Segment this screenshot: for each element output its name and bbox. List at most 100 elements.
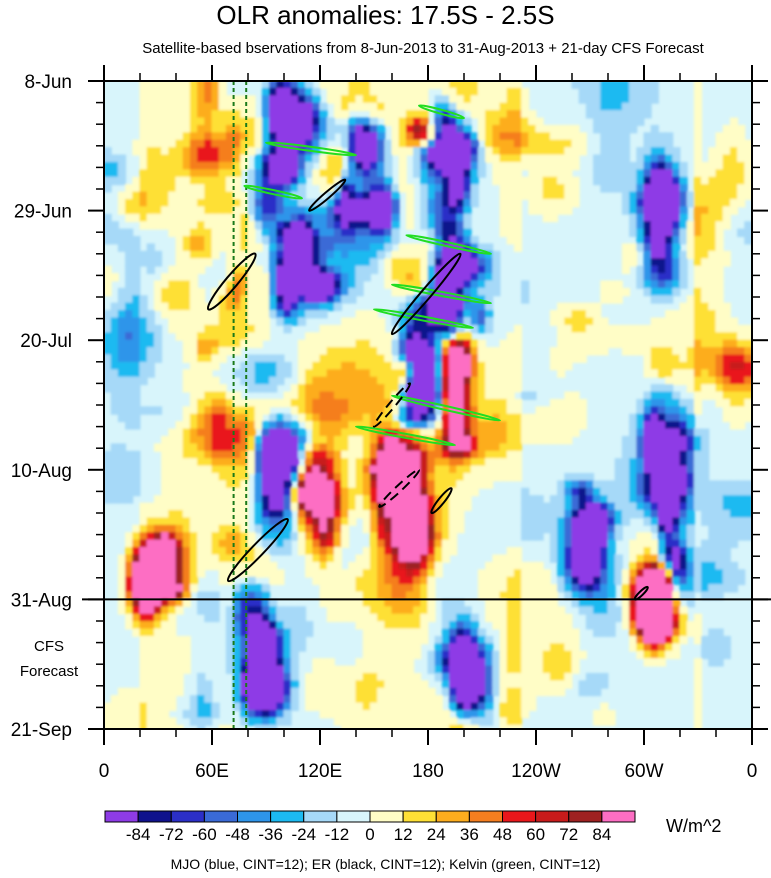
anomaly-cell bbox=[269, 117, 278, 126]
anomaly-cell bbox=[132, 243, 141, 252]
anomaly-cell bbox=[708, 243, 717, 252]
anomaly-cell bbox=[413, 443, 422, 452]
anomaly-cell bbox=[672, 361, 681, 371]
anomaly-cell bbox=[384, 391, 393, 400]
anomaly-cell bbox=[377, 532, 386, 541]
anomaly-cell bbox=[341, 406, 350, 415]
anomaly-cell bbox=[161, 547, 170, 556]
anomaly-cell bbox=[434, 95, 443, 104]
anomaly-cell bbox=[341, 102, 350, 112]
anomaly-cell bbox=[405, 87, 415, 97]
anomaly-cell bbox=[456, 154, 465, 163]
anomaly-cell bbox=[377, 354, 386, 363]
anomaly-cell bbox=[168, 273, 177, 282]
anomaly-cell bbox=[535, 147, 544, 156]
anomaly-cell bbox=[528, 132, 537, 141]
anomaly-cell bbox=[117, 561, 127, 571]
anomaly-cell bbox=[355, 621, 364, 630]
anomaly-cell bbox=[506, 361, 515, 371]
anomaly-cell bbox=[189, 517, 199, 526]
anomaly-cell bbox=[549, 169, 559, 178]
anomaly-cell bbox=[290, 265, 299, 275]
anomaly-cell bbox=[146, 117, 155, 126]
anomaly-cell bbox=[254, 435, 263, 445]
anomaly-cell bbox=[240, 124, 249, 134]
anomaly-cell bbox=[593, 606, 602, 615]
anomaly-cell bbox=[218, 132, 227, 141]
anomaly-cell bbox=[161, 287, 170, 297]
anomaly-cell bbox=[686, 598, 695, 608]
anomaly-cell bbox=[197, 102, 206, 112]
anomaly-cell bbox=[362, 206, 371, 215]
anomaly-cell bbox=[125, 184, 134, 193]
anomaly-cell bbox=[117, 413, 127, 423]
anomaly-cell bbox=[168, 213, 177, 223]
anomaly-cell bbox=[744, 236, 752, 245]
anomaly-cell bbox=[326, 473, 335, 482]
anomaly-cell bbox=[348, 184, 357, 193]
anomaly-cell bbox=[276, 510, 285, 519]
anomaly-cell bbox=[600, 613, 609, 623]
anomaly-cell bbox=[182, 465, 191, 475]
anomaly-cell bbox=[225, 495, 235, 504]
anomaly-cell bbox=[686, 250, 695, 260]
anomaly-cell bbox=[254, 517, 263, 526]
anomaly-cell bbox=[578, 495, 587, 504]
anomaly-cell bbox=[413, 154, 422, 163]
anomaly-cell bbox=[427, 132, 436, 141]
anomaly-cell bbox=[636, 398, 645, 408]
anomaly-cell bbox=[463, 621, 472, 630]
anomaly-cell bbox=[319, 465, 328, 475]
anomaly-cell bbox=[657, 413, 667, 423]
anomaly-cell bbox=[521, 569, 530, 578]
anomaly-cell bbox=[225, 398, 235, 408]
anomaly-cell bbox=[377, 324, 386, 334]
anomaly-cell bbox=[420, 406, 429, 415]
anomaly-cell bbox=[672, 354, 681, 363]
anomaly-cell bbox=[348, 139, 357, 149]
anomaly-cell bbox=[585, 524, 595, 534]
anomaly-cell bbox=[492, 117, 501, 126]
anomaly-cell bbox=[384, 539, 393, 549]
anomaly-cell bbox=[117, 206, 127, 215]
anomaly-cell bbox=[261, 161, 271, 171]
anomaly-cell bbox=[585, 561, 595, 571]
anomaly-cell bbox=[348, 421, 357, 430]
anomaly-cell bbox=[549, 421, 559, 430]
anomaly-cell bbox=[672, 406, 681, 415]
anomaly-cell bbox=[348, 487, 357, 497]
anomaly-cell bbox=[384, 428, 393, 437]
anomaly-cell bbox=[463, 339, 472, 349]
anomaly-cell bbox=[233, 102, 242, 112]
anomaly-cell bbox=[233, 450, 242, 460]
anomaly-cell bbox=[672, 317, 681, 326]
anomaly-cell bbox=[636, 606, 645, 615]
anomaly-cell bbox=[535, 621, 544, 630]
anomaly-cell bbox=[715, 176, 724, 186]
anomaly-cell bbox=[377, 317, 386, 326]
anomaly-cell bbox=[492, 139, 501, 149]
anomaly-cell bbox=[211, 236, 220, 245]
anomaly-cell bbox=[456, 517, 465, 526]
anomaly-cell bbox=[326, 450, 335, 460]
anomaly-cell bbox=[168, 176, 177, 186]
anomaly-cell bbox=[398, 258, 407, 267]
anomaly-cell bbox=[708, 169, 717, 178]
anomaly-cell bbox=[333, 510, 343, 519]
anomaly-cell bbox=[672, 502, 681, 512]
anomaly-cell bbox=[657, 221, 667, 230]
anomaly-cell bbox=[600, 147, 609, 156]
anomaly-cell bbox=[104, 361, 112, 371]
anomaly-cell bbox=[542, 206, 551, 215]
anomaly-cell bbox=[434, 124, 443, 134]
anomaly-cell bbox=[197, 302, 206, 312]
anomaly-cell bbox=[506, 95, 515, 104]
anomaly-cell bbox=[362, 443, 371, 452]
anomaly-cell bbox=[456, 287, 465, 297]
anomaly-cell bbox=[261, 376, 271, 386]
anomaly-cell bbox=[204, 339, 213, 349]
anomaly-cell bbox=[305, 495, 314, 504]
anomaly-cell bbox=[657, 547, 667, 556]
anomaly-cell bbox=[686, 347, 695, 356]
anomaly-cell bbox=[132, 413, 141, 423]
